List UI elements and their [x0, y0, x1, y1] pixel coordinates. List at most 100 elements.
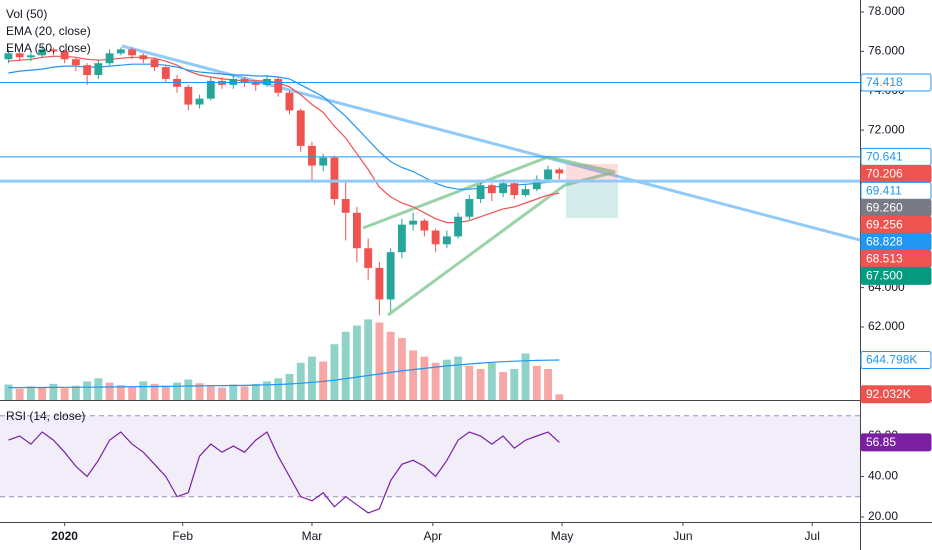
candle-body: [442, 236, 451, 245]
candle-body: [487, 185, 496, 194]
candle-body: [386, 252, 395, 300]
candle-body: [341, 199, 350, 213]
y-tick-label: 62.000: [868, 319, 905, 333]
candle-body: [105, 53, 114, 64]
volume-bar: [195, 383, 204, 400]
legend-label: EMA (20, close): [6, 24, 91, 38]
y-tick-label: 72.000: [868, 122, 905, 136]
volume-bar: [26, 386, 35, 400]
volume-bar: [409, 350, 418, 400]
volume-bar: [184, 379, 193, 400]
price-badge: [860, 73, 932, 92]
volume-bar: [161, 385, 170, 400]
volume-bar: [71, 385, 80, 400]
candle-body: [150, 59, 159, 68]
volume-bar: [386, 331, 395, 400]
plot: [0, 45, 860, 400]
rsi-plot: RSI (14, close): [0, 409, 860, 514]
volume-bar: [83, 381, 92, 400]
candle-body: [251, 82, 260, 85]
legend-label: EMA (50, close): [6, 41, 91, 55]
volume-bar: [15, 388, 24, 400]
candle-body: [544, 169, 552, 180]
volume-bar: [240, 386, 249, 400]
volume-bar: [218, 387, 226, 400]
volume-bar: [544, 368, 552, 400]
candle-body: [521, 189, 530, 196]
volume-bar: [330, 344, 339, 400]
price-badge-label: 70.206: [866, 167, 903, 181]
candle-body: [4, 53, 13, 60]
x-tick-label: May: [551, 529, 574, 543]
candle-body: [206, 80, 215, 99]
volume-bar: [375, 322, 384, 400]
volume-bar: [274, 378, 283, 400]
candle-body: [94, 63, 103, 75]
candle-body: [465, 199, 474, 217]
volume-bar: [431, 362, 440, 400]
candle-body: [375, 267, 384, 300]
x-tick-label: 2020: [51, 529, 78, 543]
axis: 644.798K92.032K62.00064.00072.00074.0007…: [51, 4, 932, 543]
volume-bar: [308, 356, 316, 400]
candle-body: [263, 78, 271, 85]
price-badge: [860, 433, 932, 452]
volume-bar: [229, 384, 238, 400]
wedge-lower: [387, 183, 566, 317]
price-badge-label: 69.260: [866, 201, 903, 215]
price-badge-label: 92.032K: [866, 387, 911, 401]
x-tick-label: Apr: [423, 529, 442, 543]
volume-bar: [139, 381, 148, 400]
volume-ma: [8, 359, 560, 389]
price-badge-label: 56.85: [866, 435, 896, 449]
price-badge-label: 68.513: [866, 252, 903, 266]
volume-bar: [128, 386, 137, 400]
volume-bar: [454, 356, 463, 400]
volume-bar: [397, 337, 406, 400]
candle-body: [229, 78, 238, 85]
price-badge-label: 68.828: [866, 235, 903, 249]
stop-zone: [566, 164, 618, 184]
y-tick-label: 20.00: [868, 509, 898, 523]
volume-bar: [521, 353, 530, 400]
price-badge: [860, 385, 932, 404]
candle-body: [364, 248, 373, 268]
y-tick-label: 78.000: [868, 4, 905, 18]
x-tick-label: Jul: [805, 529, 820, 543]
volume-bar: [116, 385, 125, 400]
candle-body: [128, 49, 137, 56]
y-tick-label: 76.000: [868, 44, 905, 58]
volume-bar: [319, 361, 328, 400]
price-badge-label: 70.641: [866, 150, 903, 164]
candle-body: [532, 179, 541, 190]
ema-line: [8, 55, 560, 224]
candle-body: [60, 51, 69, 60]
price-badge: [860, 351, 932, 370]
volume-bar: [296, 362, 305, 400]
candle-body: [274, 78, 283, 93]
candle-body: [499, 183, 508, 194]
target-zone: [566, 184, 618, 218]
candle-body: [319, 157, 328, 166]
volume-bar: [465, 365, 474, 400]
volume-bar: [499, 372, 508, 400]
volume-bar: [442, 359, 451, 400]
candle-body: [195, 98, 204, 105]
volume-bar: [38, 387, 47, 400]
price-badge-label: 69.256: [866, 218, 903, 232]
y-tick-label: 40.00: [868, 469, 898, 483]
volume-bar: [49, 383, 58, 400]
rsi-line: [8, 431, 560, 514]
wedge-upper: [362, 155, 549, 230]
candle-body: [454, 216, 463, 237]
candle-body: [15, 53, 24, 58]
volume-bar: [341, 331, 350, 400]
candle-body: [116, 49, 125, 54]
volume-bar: [263, 381, 271, 400]
legend-label: RSI (14, close): [6, 409, 85, 423]
candle-body: [308, 145, 316, 166]
volume-bar: [476, 368, 485, 400]
candle-body: [71, 59, 80, 66]
candle-body: [139, 55, 148, 60]
